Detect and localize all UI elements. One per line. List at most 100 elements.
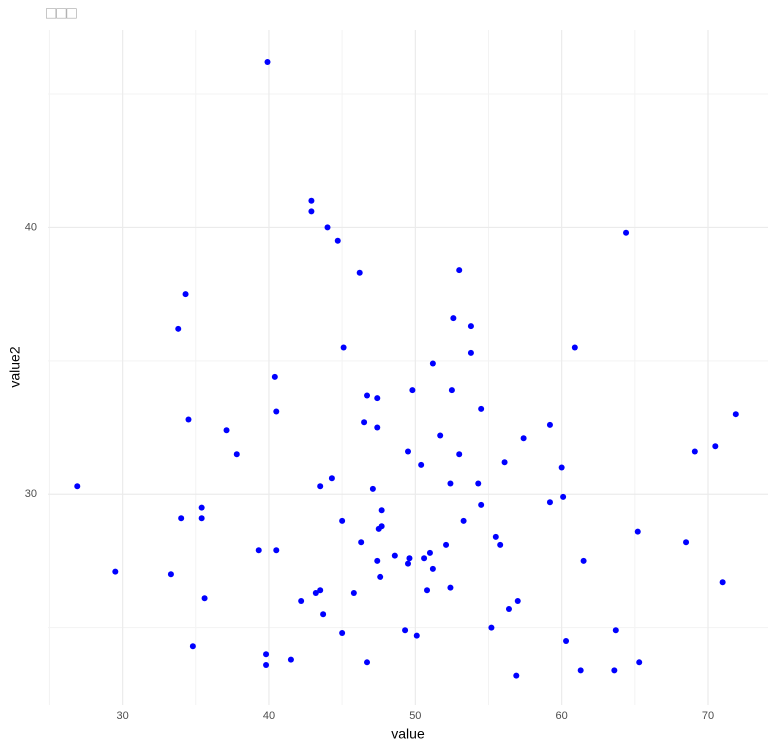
point bbox=[623, 229, 630, 236]
point bbox=[492, 533, 499, 540]
point bbox=[74, 483, 81, 490]
point bbox=[167, 571, 174, 578]
y-tick-label: 40 bbox=[25, 221, 37, 233]
point bbox=[405, 560, 411, 567]
point bbox=[264, 59, 271, 66]
point bbox=[560, 493, 567, 500]
point bbox=[364, 659, 371, 666]
point bbox=[328, 475, 335, 482]
point bbox=[429, 360, 436, 367]
point bbox=[467, 349, 474, 356]
point bbox=[182, 291, 189, 298]
point bbox=[478, 405, 485, 412]
point bbox=[308, 197, 315, 204]
point bbox=[350, 589, 357, 596]
point bbox=[317, 587, 324, 594]
point bbox=[263, 651, 270, 658]
point bbox=[447, 480, 454, 487]
point bbox=[339, 629, 346, 636]
point bbox=[391, 552, 398, 559]
point bbox=[683, 539, 690, 546]
point bbox=[488, 624, 495, 631]
chart-title: □□□ bbox=[46, 3, 77, 22]
point bbox=[340, 344, 347, 351]
point bbox=[497, 541, 504, 548]
point bbox=[334, 237, 341, 244]
point bbox=[273, 408, 280, 415]
point bbox=[467, 323, 474, 330]
point bbox=[634, 528, 641, 535]
point bbox=[263, 661, 270, 668]
point bbox=[358, 539, 365, 546]
point bbox=[505, 605, 512, 612]
point bbox=[298, 597, 305, 604]
point bbox=[339, 517, 346, 524]
point bbox=[324, 224, 331, 231]
x-tick-label: 30 bbox=[117, 710, 129, 722]
point bbox=[450, 315, 457, 322]
point bbox=[409, 387, 416, 394]
point bbox=[571, 344, 578, 351]
point bbox=[112, 568, 119, 575]
point bbox=[501, 459, 508, 466]
point bbox=[361, 419, 368, 426]
point bbox=[406, 555, 413, 562]
point bbox=[514, 597, 521, 604]
point bbox=[402, 627, 409, 634]
point bbox=[320, 611, 327, 618]
point bbox=[611, 667, 618, 674]
point bbox=[364, 392, 371, 399]
point bbox=[443, 541, 450, 548]
point bbox=[374, 557, 381, 564]
point bbox=[513, 672, 520, 679]
point bbox=[413, 632, 420, 639]
point bbox=[577, 667, 584, 674]
point bbox=[712, 443, 719, 450]
point bbox=[558, 464, 565, 471]
point bbox=[546, 421, 553, 428]
point bbox=[478, 501, 485, 508]
point bbox=[287, 656, 294, 663]
point bbox=[201, 595, 208, 602]
point bbox=[636, 659, 643, 666]
y-tick-label: 30 bbox=[25, 488, 37, 500]
point bbox=[405, 448, 411, 455]
point bbox=[189, 643, 196, 650]
point bbox=[255, 547, 262, 554]
x-axis-title: value bbox=[391, 726, 425, 742]
point bbox=[312, 589, 319, 596]
x-tick-label: 40 bbox=[263, 710, 275, 722]
point bbox=[691, 448, 698, 455]
point bbox=[356, 269, 363, 276]
point bbox=[178, 515, 185, 522]
point bbox=[475, 480, 482, 487]
point bbox=[732, 411, 739, 418]
point bbox=[580, 557, 587, 564]
point bbox=[273, 547, 280, 554]
y-axis-title: value2 bbox=[7, 346, 23, 387]
point bbox=[456, 451, 463, 458]
point bbox=[317, 483, 324, 490]
point bbox=[563, 637, 570, 644]
point bbox=[223, 427, 230, 434]
point bbox=[421, 555, 428, 562]
point bbox=[233, 451, 240, 458]
point bbox=[378, 523, 385, 530]
point bbox=[448, 387, 455, 394]
point bbox=[426, 549, 433, 556]
point bbox=[520, 435, 527, 442]
point bbox=[612, 627, 619, 634]
point bbox=[308, 208, 315, 215]
point bbox=[437, 432, 444, 439]
x-tick-label: 50 bbox=[409, 710, 421, 722]
point bbox=[546, 499, 553, 506]
point bbox=[198, 504, 205, 511]
point bbox=[460, 517, 467, 524]
point bbox=[271, 373, 278, 380]
x-tick-label: 60 bbox=[556, 710, 568, 722]
point bbox=[198, 515, 205, 522]
point bbox=[377, 573, 384, 580]
point bbox=[369, 485, 376, 492]
